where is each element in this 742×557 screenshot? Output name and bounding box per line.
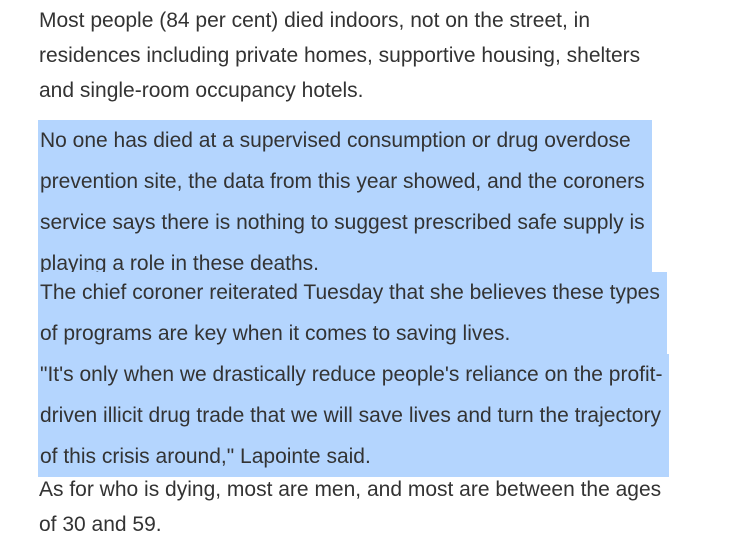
paragraph-supervised-sites-selected[interactable]: No one has died at a supervised consumpt…	[38, 120, 652, 284]
paragraph-indoor-deaths: Most people (84 per cent) died indoors, …	[38, 3, 641, 108]
selected-text-line[interactable]: The chief coroner reiterated Tuesday tha…	[38, 272, 667, 313]
text-line: and single-room occupancy hotels.	[39, 79, 364, 102]
text-line: As for who is dying, most are men, and m…	[39, 478, 662, 501]
selected-text-line[interactable]: of programs are key when it comes to sav…	[38, 313, 667, 354]
text-line: Most people (84 per cent) died indoors, …	[39, 9, 590, 32]
selected-text-line[interactable]: of this crisis around," Lapointe said.	[38, 436, 670, 477]
selected-text-line[interactable]: No one has died at a supervised consumpt…	[38, 120, 652, 161]
paragraph-lapointe-quote-selected[interactable]: "It's only when we drastically reduce pe…	[38, 354, 670, 477]
paragraph-chief-coroner-selected[interactable]: The chief coroner reiterated Tuesday tha…	[38, 272, 667, 354]
selected-text-line[interactable]: prevention site, the data from this year…	[38, 161, 652, 202]
selected-text-line[interactable]: driven illicit drug trade that we will s…	[38, 395, 670, 436]
paragraph-demographics: As for who is dying, most are men, and m…	[38, 472, 662, 542]
selected-text-line[interactable]: service says there is nothing to suggest…	[38, 202, 652, 243]
text-line: residences including private homes, supp…	[39, 44, 641, 67]
selected-text-line[interactable]: "It's only when we drastically reduce pe…	[38, 354, 670, 395]
text-line: of 30 and 59.	[39, 513, 162, 536]
